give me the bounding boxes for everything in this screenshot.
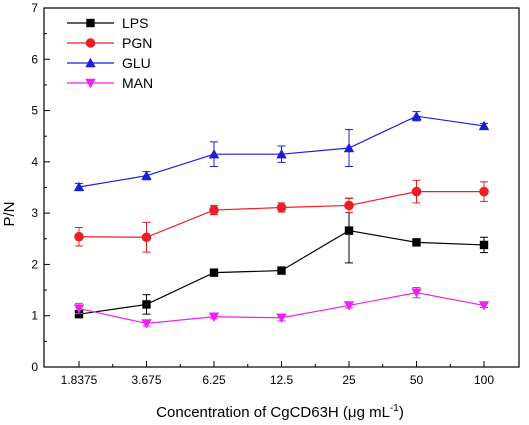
- pgn-point: [74, 231, 84, 242]
- legend-marker-pgn: [85, 38, 96, 48]
- x-axis-title-main: Concentration of CgCD63H (μg mL: [156, 404, 390, 421]
- series-man: [73, 287, 490, 329]
- glu-point: [478, 120, 490, 131]
- pgn-point: [411, 186, 422, 197]
- pgn-line: [78, 191, 484, 238]
- y-tick-label: 0: [31, 360, 38, 374]
- series-pgn: [74, 179, 489, 253]
- plot-frame: [43, 7, 520, 368]
- man-point: [478, 301, 490, 311]
- man-point: [141, 319, 152, 329]
- x-axis-title: Concentration of CgCD63H (μg mL-1): [156, 403, 404, 421]
- x-tick-label: 6.25: [202, 373, 226, 387]
- y-tick-label: 4: [31, 155, 38, 169]
- plot-border: [43, 7, 520, 368]
- x-tick-label: 25: [342, 373, 356, 387]
- y-tick-label: 2: [31, 257, 38, 271]
- series-lps: [74, 197, 489, 319]
- glu-point: [208, 148, 220, 159]
- legend-marker-lps: [86, 18, 95, 28]
- legend: LPS PGN GLU MAN: [67, 15, 153, 91]
- man-point: [276, 313, 287, 323]
- man-point: [411, 288, 422, 298]
- man-point: [73, 304, 85, 314]
- lps-point: [344, 226, 354, 235]
- y-axis: 0 1 2 3 4 5 6 7: [31, 1, 50, 374]
- legend-label-glu: GLU: [122, 55, 151, 71]
- pgn-point: [479, 186, 489, 197]
- series-layer: [73, 111, 490, 329]
- man-point: [208, 312, 220, 322]
- lps-point: [277, 266, 286, 275]
- x-tick-label: 100: [474, 373, 494, 387]
- y-tick-label: 5: [31, 104, 38, 118]
- lps-point: [209, 268, 219, 277]
- legend-label-lps: LPS: [122, 15, 148, 31]
- glu-point: [276, 148, 287, 159]
- x-axis: 1.8375 3.675 6.25 12.5 25 50 100: [61, 361, 494, 387]
- legend-marker-man: [85, 78, 96, 89]
- legend-marker-glu: [85, 57, 96, 68]
- lps-point: [142, 300, 151, 309]
- x-tick-label: 1.8375: [61, 373, 98, 387]
- series-glu: [73, 111, 490, 192]
- x-tick-label: 12.5: [270, 373, 294, 387]
- lps-point: [74, 309, 84, 319]
- glu-point: [141, 170, 152, 180]
- glu-point: [73, 181, 85, 192]
- y-tick-label: 7: [31, 1, 38, 15]
- glu-point: [411, 111, 422, 121]
- x-axis-title-tail: ): [399, 404, 404, 421]
- legend-label-man: MAN: [122, 75, 153, 91]
- y-tick-label: 3: [31, 206, 38, 220]
- pgn-point: [344, 200, 354, 211]
- lps-point: [479, 240, 489, 250]
- pgn-point: [209, 205, 219, 215]
- x-axis-title-sup: -1: [390, 403, 399, 414]
- pgn-point: [141, 232, 152, 243]
- glu-point: [343, 142, 355, 153]
- legend-label-pgn: PGN: [122, 35, 152, 51]
- pgn-point: [276, 202, 287, 213]
- x-tick-label: 3.675: [131, 373, 161, 387]
- y-tick-label: 1: [31, 309, 38, 323]
- lps-point: [412, 238, 421, 247]
- y-tick-label: 6: [31, 52, 38, 66]
- man-point: [343, 301, 355, 311]
- x-tick-label: 50: [410, 373, 424, 387]
- y-axis-title: P/N: [1, 201, 18, 226]
